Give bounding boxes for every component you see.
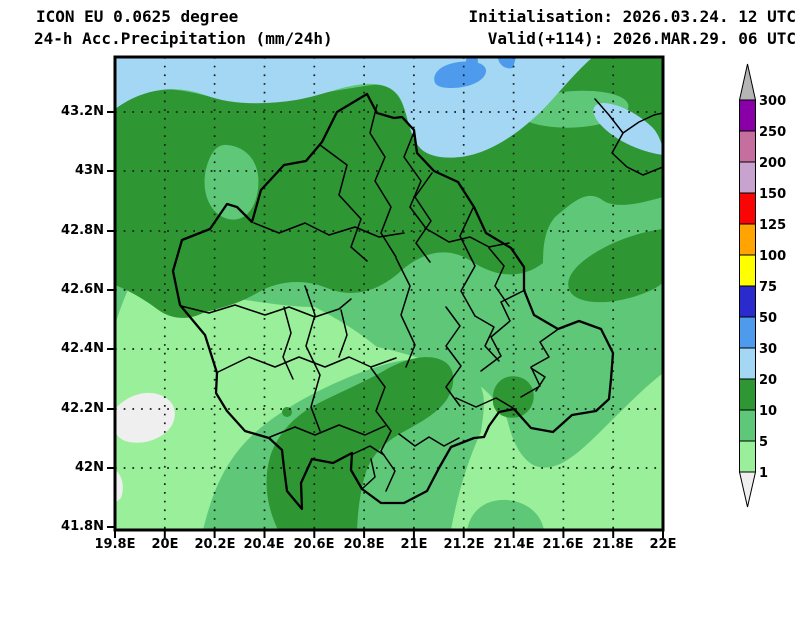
- lat-tick-label: 43N: [75, 163, 104, 178]
- lon-tick-label: 22E: [649, 537, 677, 552]
- lat-tick-label: 42.6N: [61, 282, 104, 297]
- colorbar-cell-200-250: [739, 130, 756, 163]
- colorbar-cell-20-30: [739, 347, 756, 380]
- colorbar-label: 250: [759, 125, 786, 140]
- grid-dots: [115, 57, 663, 530]
- model-title: ICON EU 0.0625 degree: [36, 7, 239, 26]
- colorbar-cell-1-5: [739, 440, 756, 473]
- colorbar-label: 10: [759, 404, 777, 419]
- map-canvas: [107, 55, 665, 538]
- lat-tick-label: 41.8N: [61, 519, 104, 534]
- lon-tick-label: 20.2E: [194, 537, 236, 552]
- lon-tick-label: 20.4E: [243, 537, 285, 552]
- municipal-borders: [180, 98, 663, 492]
- lat-tick-label: 42N: [75, 460, 104, 475]
- colorbar-over-arrow: [738, 63, 757, 101]
- valid-time: Valid(+114): 2026.MAR.29. 06 UTC: [487, 29, 796, 48]
- map-frame: [113, 55, 665, 532]
- lon-tick-label: 21.8E: [592, 537, 634, 552]
- lon-tick-label: 20E: [151, 537, 179, 552]
- colorbar-label: 150: [759, 187, 786, 202]
- colorbar-cell-75-100: [739, 254, 756, 287]
- colorbar-label: 100: [759, 249, 786, 264]
- kosovo-border: [171, 92, 615, 511]
- product-title: 24-h Acc.Precipitation (mm/24h): [34, 29, 333, 48]
- lat-tick-label: 43.2N: [61, 104, 104, 119]
- axis-ticks: [107, 111, 664, 538]
- lon-tick-label: 20.8E: [343, 537, 385, 552]
- lon-tick-label: 20.6E: [293, 537, 335, 552]
- colorbar-label: 50: [759, 311, 777, 326]
- lat-tick-label: 42.4N: [61, 341, 104, 356]
- lon-tick-label: 21.2E: [443, 537, 485, 552]
- precip-field: [115, 57, 663, 530]
- lat-tick-label: 42.8N: [61, 223, 104, 238]
- colorbar: 300 250 200 150 125 100 75 50 30 20 10 5…: [738, 63, 786, 508]
- lon-tick-label: 21.4E: [493, 537, 535, 552]
- colorbar-label: 125: [759, 218, 786, 233]
- colorbar-under-arrow: [738, 471, 757, 508]
- colorbar-cell-125-150: [739, 192, 756, 225]
- colorbar-label: 20: [759, 373, 777, 388]
- colorbar-cell-150-200: [739, 161, 756, 194]
- init-time: Initialisation: 2026.03.24. 12 UTC: [468, 7, 796, 26]
- colorbar-cell-50-75: [739, 285, 756, 318]
- lon-tick-label: 21.6E: [542, 537, 584, 552]
- lon-tick-label: 19.8E: [94, 537, 136, 552]
- colorbar-cell-100-125: [739, 223, 756, 256]
- colorbar-label: 1: [759, 466, 768, 481]
- colorbar-label: 30: [759, 342, 777, 357]
- lat-tick-label: 42.2N: [61, 401, 104, 416]
- colorbar-label: 5: [759, 435, 768, 450]
- colorbar-label: 75: [759, 280, 777, 295]
- colorbar-label: 300: [759, 94, 786, 109]
- colorbar-cell-30-50: [739, 316, 756, 349]
- colorbar-label: 200: [759, 156, 786, 171]
- colorbar-cell-10-20: [739, 378, 756, 411]
- lon-tick-label: 21E: [400, 537, 428, 552]
- colorbar-cell-250-300: [739, 99, 756, 132]
- colorbar-cell-5-10: [739, 409, 756, 442]
